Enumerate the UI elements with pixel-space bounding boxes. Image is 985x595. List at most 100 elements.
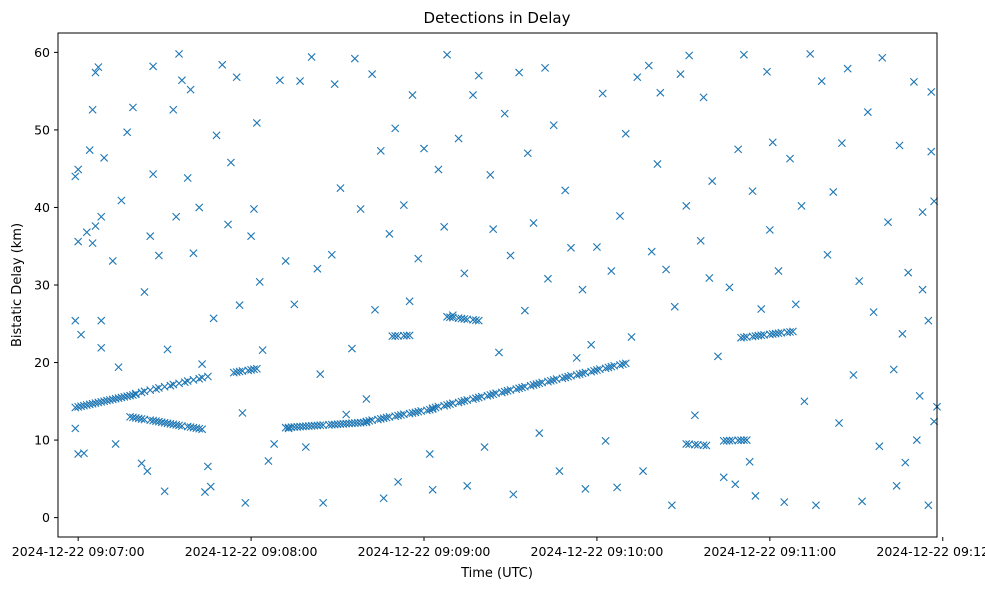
- data-point: [241, 498, 250, 507]
- data-point: [347, 344, 356, 353]
- data-point: [561, 186, 570, 195]
- data-point: [725, 283, 734, 292]
- data-point: [235, 301, 244, 310]
- data-point: [212, 131, 221, 140]
- data-point: [379, 494, 388, 503]
- data-point-track: [460, 396, 469, 405]
- x-tick-label: 2024-12-22 09:07:00: [12, 544, 145, 559]
- data-point-track: [365, 416, 374, 425]
- data-point: [800, 397, 809, 406]
- y-axis-ticks: 0 10 20 30 40 50 60: [34, 45, 58, 525]
- data-point: [774, 267, 783, 276]
- data-point: [745, 457, 754, 466]
- data-points: [71, 49, 941, 510]
- data-point-track: [529, 380, 538, 389]
- data-point-track: [359, 418, 368, 427]
- data-point: [734, 145, 743, 154]
- data-point: [895, 141, 904, 150]
- data-point-track: [564, 372, 573, 381]
- data-point: [376, 146, 385, 155]
- data-point-track: [396, 410, 405, 419]
- data-point: [927, 147, 936, 156]
- chart-title: Detections in Delay: [424, 9, 571, 27]
- data-point: [762, 67, 771, 76]
- data-point: [270, 439, 279, 448]
- data-point: [114, 363, 123, 372]
- data-point: [918, 285, 927, 294]
- data-point: [621, 129, 630, 138]
- data-point: [627, 332, 636, 341]
- data-point: [639, 467, 648, 476]
- data-point: [224, 220, 233, 229]
- data-point: [232, 73, 241, 82]
- data-point: [362, 394, 371, 403]
- data-point: [91, 222, 100, 231]
- data-point: [88, 105, 97, 114]
- data-point: [633, 73, 642, 82]
- data-point: [307, 53, 316, 62]
- data-point: [327, 250, 336, 259]
- data-point: [368, 70, 377, 79]
- data-point: [425, 450, 434, 459]
- data-point: [757, 305, 766, 314]
- data-point: [682, 201, 691, 210]
- data-point-track: [682, 439, 691, 448]
- data-point-track: [382, 413, 391, 422]
- data-point: [408, 91, 417, 100]
- data-point: [97, 212, 106, 221]
- data-point-track: [725, 436, 734, 445]
- data-point: [918, 208, 927, 217]
- y-tick-label: 30: [34, 278, 50, 293]
- data-point: [108, 256, 117, 265]
- data-point: [909, 77, 918, 86]
- x-tick-label: 2024-12-22 09:08:00: [185, 544, 318, 559]
- data-point: [889, 365, 898, 374]
- data-point: [264, 457, 273, 466]
- data-point: [676, 70, 685, 79]
- data-point-track: [728, 436, 737, 445]
- data-point: [371, 305, 380, 314]
- data-point-track: [774, 329, 783, 338]
- data-point: [189, 249, 198, 258]
- data-point: [849, 370, 858, 379]
- data-point: [474, 71, 483, 80]
- x-axis-label: Time (UTC): [460, 566, 533, 581]
- data-point: [399, 201, 408, 210]
- data-point: [169, 105, 178, 114]
- data-point: [342, 410, 351, 419]
- data-point: [336, 184, 345, 193]
- data-point: [875, 442, 884, 451]
- data-point: [198, 360, 207, 369]
- data-point: [414, 254, 423, 263]
- data-point: [420, 144, 428, 153]
- data-point: [817, 77, 826, 86]
- data-point-track: [249, 365, 258, 374]
- data-point: [837, 139, 846, 148]
- data-point: [97, 316, 106, 325]
- data-point: [843, 64, 852, 73]
- data-point: [786, 154, 795, 163]
- data-point-track: [402, 331, 411, 340]
- x-tick-label: 2024-12-22 09:11:00: [703, 544, 836, 559]
- data-point-track: [515, 384, 524, 393]
- data-point-track: [474, 393, 483, 402]
- data-point: [915, 391, 924, 400]
- data-point: [506, 251, 515, 260]
- data-point: [823, 250, 832, 259]
- data-point: [587, 340, 596, 349]
- data-point-track: [195, 424, 204, 433]
- data-point-track: [742, 436, 751, 445]
- data-point: [780, 498, 789, 507]
- data-point: [607, 267, 616, 276]
- data-point: [523, 149, 532, 158]
- data-point-track: [394, 331, 403, 340]
- data-point: [613, 483, 622, 492]
- data-point: [123, 128, 132, 137]
- data-point-track: [604, 363, 613, 372]
- y-tick-label: 20: [34, 355, 50, 370]
- data-point: [543, 274, 552, 283]
- data-point: [394, 477, 403, 486]
- data-point-track: [788, 327, 797, 336]
- data-point-track: [575, 370, 584, 379]
